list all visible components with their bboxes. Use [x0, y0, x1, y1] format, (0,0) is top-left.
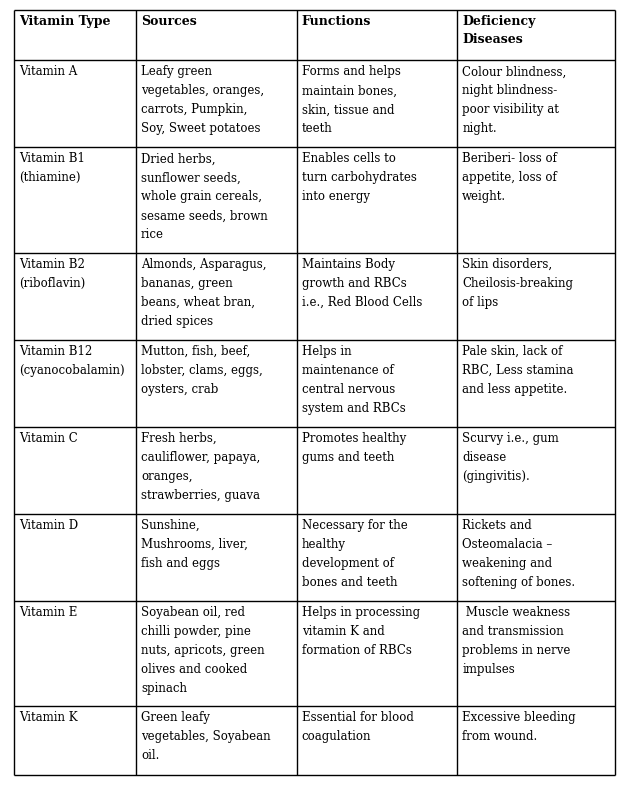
Text: Beriberi- loss of
appetite, loss of
weight.: Beriberi- loss of appetite, loss of weig…: [462, 152, 557, 203]
Text: Soyabean oil, red
chilli powder, pine
nuts, apricots, green
olives and cooked
sp: Soyabean oil, red chilli powder, pine nu…: [141, 606, 265, 695]
Text: Muscle weakness
and transmission
problems in nerve
impulses: Muscle weakness and transmission problem…: [462, 606, 571, 676]
Text: Leafy green
vegetables, oranges,
carrots, Pumpkin,
Soy, Sweet potatoes: Leafy green vegetables, oranges, carrots…: [141, 65, 264, 135]
Text: Necessary for the
healthy
development of
bones and teeth: Necessary for the healthy development of…: [302, 519, 408, 589]
Text: Maintains Body
growth and RBCs
i.e., Red Blood Cells: Maintains Body growth and RBCs i.e., Red…: [302, 257, 422, 309]
Text: Pale skin, lack of
RBC, Less stamina
and less appetite.: Pale skin, lack of RBC, Less stamina and…: [462, 345, 574, 396]
Text: Forms and helps
maintain bones,
skin, tissue and
teeth: Forms and helps maintain bones, skin, ti…: [302, 65, 401, 135]
Text: Essential for blood
coagulation: Essential for blood coagulation: [302, 711, 414, 743]
Text: Rickets and
Osteomalacia –
weakening and
softening of bones.: Rickets and Osteomalacia – weakening and…: [462, 519, 576, 589]
Text: Sources: Sources: [141, 15, 197, 28]
Text: Vitamin B12
(cyanocobalamin): Vitamin B12 (cyanocobalamin): [19, 345, 124, 377]
Text: Deficiency
Diseases: Deficiency Diseases: [462, 15, 536, 46]
Text: Fresh herbs,
cauliflower, papaya,
oranges,
strawberries, guava: Fresh herbs, cauliflower, papaya, orange…: [141, 432, 261, 502]
Text: Helps in
maintenance of
central nervous
system and RBCs: Helps in maintenance of central nervous …: [302, 345, 406, 414]
Text: Helps in processing
vitamin K and
formation of RBCs: Helps in processing vitamin K and format…: [302, 606, 420, 657]
Text: Green leafy
vegetables, Soyabean
oil.: Green leafy vegetables, Soyabean oil.: [141, 711, 271, 762]
Text: Mutton, fish, beef,
lobster, clams, eggs,
oysters, crab: Mutton, fish, beef, lobster, clams, eggs…: [141, 345, 263, 396]
Text: Promotes healthy
gums and teeth: Promotes healthy gums and teeth: [302, 432, 406, 464]
Text: Dried herbs,
sunflower seeds,
whole grain cereals,
sesame seeds, brown
rice: Dried herbs, sunflower seeds, whole grai…: [141, 152, 268, 241]
Text: Almonds, Asparagus,
bananas, green
beans, wheat bran,
dried spices: Almonds, Asparagus, bananas, green beans…: [141, 257, 267, 328]
Text: Sunshine,
Mushrooms, liver,
fish and eggs: Sunshine, Mushrooms, liver, fish and egg…: [141, 519, 248, 570]
Text: Vitamin C: Vitamin C: [19, 432, 78, 445]
Text: Functions: Functions: [302, 15, 371, 28]
Text: Scurvy i.e., gum
disease
(gingivitis).: Scurvy i.e., gum disease (gingivitis).: [462, 432, 559, 483]
Text: Colour blindness,
night blindness-
poor visibility at
night.: Colour blindness, night blindness- poor …: [462, 65, 566, 135]
Text: Vitamin D: Vitamin D: [19, 519, 78, 532]
Text: Vitamin K: Vitamin K: [19, 711, 78, 725]
Text: Vitamin B1
(thiamine): Vitamin B1 (thiamine): [19, 152, 85, 184]
Text: Skin disorders,
Cheilosis-breaking
of lips: Skin disorders, Cheilosis-breaking of li…: [462, 257, 573, 309]
Text: Enables cells to
turn carbohydrates
into energy: Enables cells to turn carbohydrates into…: [302, 152, 417, 203]
Text: Vitamin E: Vitamin E: [19, 606, 78, 619]
Text: Excessive bleeding
from wound.: Excessive bleeding from wound.: [462, 711, 576, 743]
Text: Vitamin A: Vitamin A: [19, 65, 78, 78]
Text: Vitamin B2
(riboflavin): Vitamin B2 (riboflavin): [19, 257, 85, 290]
Text: Vitamin Type: Vitamin Type: [19, 15, 111, 28]
